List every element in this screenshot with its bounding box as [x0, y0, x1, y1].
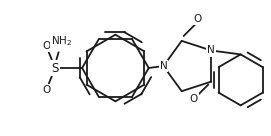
Text: N: N — [160, 61, 167, 71]
Text: S: S — [51, 61, 58, 75]
Text: O: O — [193, 14, 202, 24]
Text: O: O — [43, 85, 51, 95]
Text: O: O — [43, 41, 51, 51]
Text: O: O — [189, 94, 198, 104]
Text: NH$_2$: NH$_2$ — [51, 35, 72, 48]
Text: N: N — [207, 46, 215, 55]
